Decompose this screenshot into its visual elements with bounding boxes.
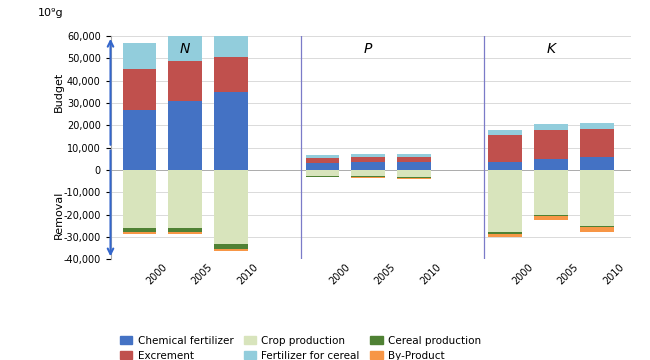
Bar (168, 170, 202, 228)
Text: 2010: 2010 (419, 261, 443, 286)
Text: 2010: 2010 (602, 261, 626, 286)
Bar (168, 101, 202, 170)
Text: 2005: 2005 (556, 261, 580, 286)
Bar (123, 69, 156, 110)
Bar (214, 28, 248, 57)
Text: 2000: 2000 (510, 261, 534, 286)
Bar (306, 170, 339, 175)
Bar (306, 156, 339, 158)
Text: 2010: 2010 (236, 261, 260, 286)
Bar (168, 233, 202, 234)
Bar (534, 216, 568, 220)
Bar (214, 57, 248, 92)
Bar (580, 123, 614, 129)
Bar (397, 154, 431, 157)
Bar (488, 170, 522, 233)
Text: 10⁹g: 10⁹g (38, 8, 63, 18)
Text: N: N (180, 42, 190, 57)
Bar (580, 226, 614, 227)
Bar (168, 60, 202, 101)
Bar (306, 163, 339, 170)
Bar (397, 157, 431, 162)
Bar (580, 157, 614, 170)
Bar (580, 227, 614, 232)
Bar (534, 159, 568, 170)
Text: K: K (547, 42, 556, 57)
Text: P: P (364, 42, 372, 57)
Bar (488, 130, 522, 135)
Text: 2005: 2005 (373, 261, 398, 286)
Bar (123, 110, 156, 170)
Bar (351, 175, 385, 177)
Bar (488, 162, 522, 170)
Bar (123, 170, 156, 228)
Bar (214, 92, 248, 170)
Bar (580, 129, 614, 157)
Bar (306, 175, 339, 177)
Bar (534, 215, 568, 216)
Bar (351, 170, 385, 175)
Bar (488, 234, 522, 237)
Bar (123, 43, 156, 69)
Text: Budget: Budget (53, 72, 64, 112)
Text: Removal: Removal (53, 190, 64, 239)
Bar (168, 34, 202, 60)
Bar (351, 157, 385, 162)
Bar (580, 170, 614, 226)
Legend: Chemical fertilizer, Excrement, Crop production, Fertilizer for cereal, Cereal p: Chemical fertilizer, Excrement, Crop pro… (116, 331, 486, 360)
Bar (123, 233, 156, 234)
Bar (168, 228, 202, 233)
Text: 2000: 2000 (327, 261, 352, 286)
Bar (397, 170, 431, 177)
Bar (306, 158, 339, 163)
Bar (534, 170, 568, 215)
Bar (123, 228, 156, 233)
Text: 2000: 2000 (144, 261, 169, 286)
Bar (214, 244, 248, 249)
Bar (214, 170, 248, 244)
Bar (397, 177, 431, 178)
Bar (351, 154, 385, 157)
Bar (488, 135, 522, 162)
Bar (534, 124, 568, 130)
Bar (397, 178, 431, 179)
Bar (351, 162, 385, 170)
Bar (214, 249, 248, 251)
Text: 2005: 2005 (190, 261, 214, 286)
Bar (488, 233, 522, 234)
Bar (534, 130, 568, 159)
Bar (397, 162, 431, 170)
